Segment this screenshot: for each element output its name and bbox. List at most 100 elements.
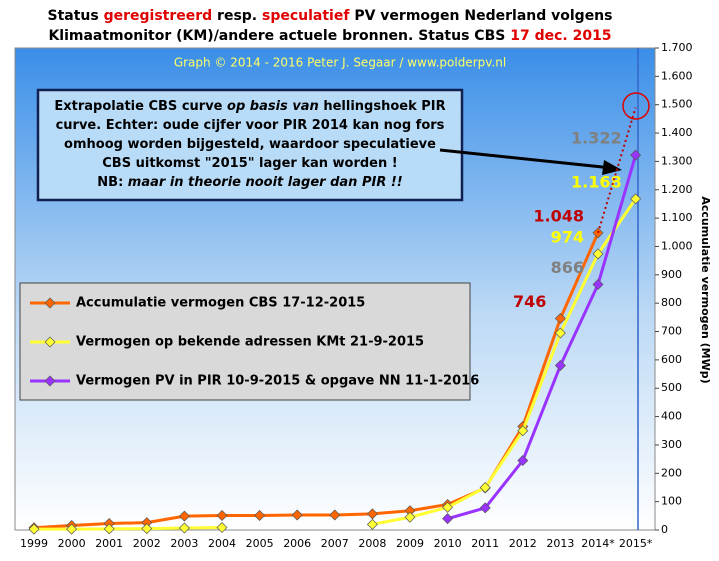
data-point bbox=[442, 501, 454, 513]
annotation-part: curve. Echter: oude cijfer voor PIR 2014… bbox=[56, 118, 445, 133]
data-point bbox=[254, 510, 266, 522]
data-point bbox=[592, 248, 604, 260]
x-tick-label: 2013 bbox=[546, 537, 574, 550]
annotation-part: op basis van bbox=[227, 99, 319, 114]
y-tick-label: 800 bbox=[661, 296, 682, 309]
y-tick-label: 1.700 bbox=[661, 41, 693, 54]
legend-label: Vermogen op bekende adressen KMt 21-9-20… bbox=[76, 335, 424, 350]
y-axis-label: Accumulatie vermogen (MWp) bbox=[699, 196, 712, 383]
y-tick-label: 1.600 bbox=[661, 69, 693, 82]
data-label: 1.322 bbox=[571, 129, 622, 148]
x-tick-label: 2009 bbox=[396, 537, 424, 550]
annotation-box bbox=[36, 88, 464, 202]
annotation-part: NB: bbox=[97, 175, 128, 190]
series-line bbox=[597, 107, 637, 234]
annotation-text: omhoog worden bijgesteld, waardoor specu… bbox=[64, 137, 436, 152]
y-tick-label: 700 bbox=[661, 325, 682, 338]
subtitle: Graph © 2014 - 2016 Peter J. Segaar / ww… bbox=[174, 56, 506, 70]
data-point bbox=[554, 327, 566, 339]
legend bbox=[19, 282, 471, 401]
annotation-text: NB: maar in theorie nooit lager dan PIR … bbox=[97, 175, 402, 190]
legend-label: Accumulatie vermogen CBS 17-12-2015 bbox=[76, 296, 365, 311]
data-point bbox=[630, 149, 642, 161]
legend-marker bbox=[44, 297, 56, 309]
data-label: 866 bbox=[551, 258, 584, 277]
data-label: 974 bbox=[551, 227, 584, 246]
y-tick-label: 300 bbox=[661, 438, 682, 451]
chart-title: Klimaatmonitor (KM)/andere actuele bronn… bbox=[48, 28, 611, 44]
data-label: 746 bbox=[513, 292, 546, 311]
title-part: speculatief bbox=[262, 8, 350, 24]
data-point bbox=[329, 509, 341, 521]
y-tick-label: 1.400 bbox=[661, 126, 693, 139]
y-tick-label: 1.000 bbox=[661, 239, 693, 252]
y-tick-label: 1.300 bbox=[661, 154, 693, 167]
annotation-text: Extrapolatie CBS curve op basis van hell… bbox=[54, 99, 445, 114]
x-tick-label: 2010 bbox=[434, 537, 462, 550]
data-point bbox=[479, 481, 491, 493]
legend-marker bbox=[44, 375, 56, 387]
annotation-part: Extrapolatie CBS curve bbox=[54, 99, 227, 114]
x-tick-label: 2000 bbox=[58, 537, 86, 550]
y-tick-label: 200 bbox=[661, 466, 682, 479]
annotation-part: hellingshoek PIR bbox=[319, 99, 446, 114]
y-tick-label: 1.500 bbox=[661, 98, 693, 111]
data-point bbox=[442, 513, 454, 525]
x-tick-label: 2006 bbox=[283, 537, 311, 550]
x-tick-label: 2002 bbox=[133, 537, 161, 550]
title-part: Status bbox=[47, 8, 103, 24]
x-tick-label: 2004 bbox=[208, 537, 236, 550]
title-part: resp. bbox=[212, 8, 262, 24]
arrow-head bbox=[602, 160, 622, 175]
y-tick-label: 100 bbox=[661, 495, 682, 508]
data-label: 1.168 bbox=[571, 172, 622, 191]
data-point bbox=[178, 510, 190, 522]
data-point bbox=[554, 312, 566, 324]
data-point bbox=[216, 521, 228, 533]
title-part: PV vermogen Nederland volgens bbox=[349, 8, 612, 24]
data-point bbox=[216, 510, 228, 522]
arrow bbox=[439, 148, 613, 170]
title-part: 17 dec. 2015 bbox=[510, 28, 611, 44]
x-tick-label: 2011 bbox=[471, 537, 499, 550]
annotation-text: curve. Echter: oude cijfer voor PIR 2014… bbox=[56, 118, 445, 133]
data-point bbox=[592, 278, 604, 290]
x-tick-label: 2003 bbox=[170, 537, 198, 550]
title-part: Klimaatmonitor (KM)/andere actuele bronn… bbox=[48, 28, 510, 44]
data-point bbox=[554, 360, 566, 372]
data-point bbox=[517, 425, 529, 437]
data-point bbox=[103, 523, 115, 535]
x-tick-label: 2001 bbox=[95, 537, 123, 550]
x-tick-label: 2012 bbox=[509, 537, 537, 550]
data-point bbox=[178, 522, 190, 534]
y-tick-label: 900 bbox=[661, 268, 682, 281]
series-line bbox=[447, 154, 638, 521]
legend-label: Vermogen PV in PIR 10-9-2015 & opgave NN… bbox=[76, 374, 479, 389]
annotation-text: CBS uitkomst "2015" lager kan worden ! bbox=[102, 156, 397, 171]
annotation-part: omhoog worden bijgesteld, waardoor specu… bbox=[64, 137, 436, 152]
y-tick-label: 1.200 bbox=[661, 183, 693, 196]
data-point bbox=[479, 502, 491, 514]
y-tick-label: 400 bbox=[661, 410, 682, 423]
x-tick-label: 2007 bbox=[321, 537, 349, 550]
annotation-part: CBS uitkomst "2015" lager kan worden ! bbox=[102, 156, 397, 171]
y-tick-label: 1.100 bbox=[661, 211, 693, 224]
series-line bbox=[34, 197, 637, 531]
data-point bbox=[141, 523, 153, 535]
highlight-circle bbox=[622, 92, 650, 120]
chart-title: Status geregistreerd resp. speculatief P… bbox=[47, 8, 612, 24]
data-point bbox=[404, 511, 416, 523]
y-tick-label: 500 bbox=[661, 381, 682, 394]
x-tick-label: 1999 bbox=[20, 537, 48, 550]
data-point bbox=[28, 523, 40, 535]
x-tick-label: 2015* bbox=[619, 537, 653, 550]
annotation-part: maar in theorie nooit lager dan PIR !! bbox=[128, 175, 403, 190]
data-point bbox=[366, 518, 378, 530]
x-tick-label: 2014* bbox=[581, 537, 615, 550]
data-label: 1.048 bbox=[533, 206, 584, 225]
data-point bbox=[517, 455, 529, 467]
title-part: geregistreerd bbox=[104, 8, 213, 24]
data-point bbox=[630, 193, 642, 205]
x-tick-label: 2005 bbox=[246, 537, 274, 550]
data-point bbox=[291, 509, 303, 521]
